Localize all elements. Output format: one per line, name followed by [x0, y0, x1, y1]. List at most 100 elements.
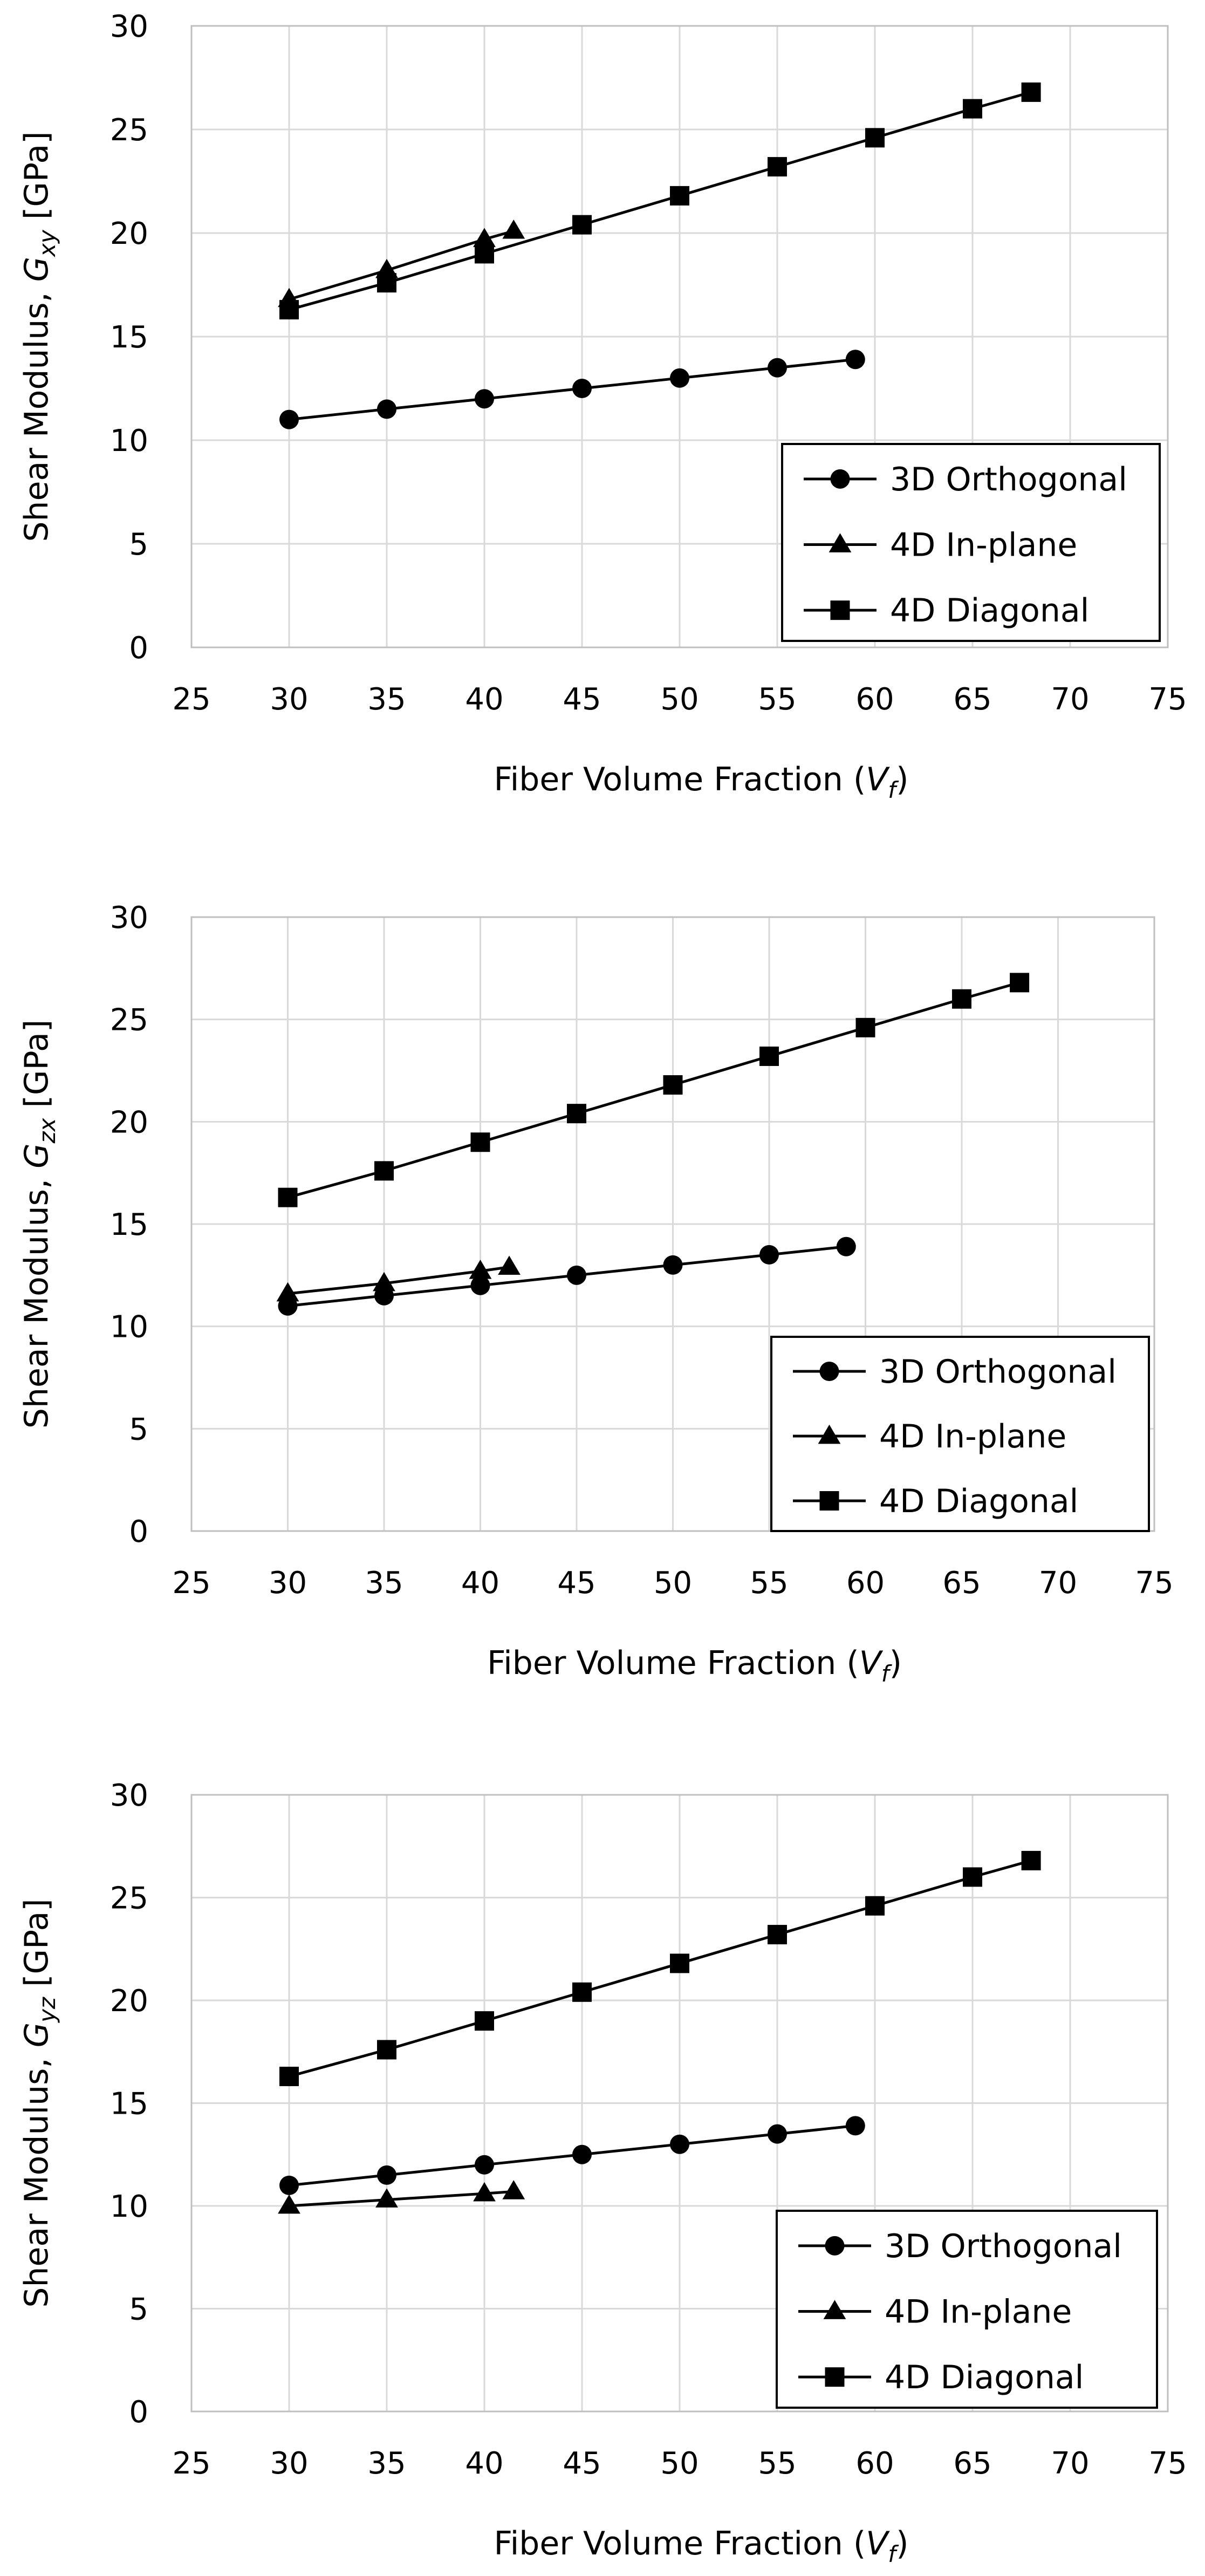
data-point [572, 215, 592, 235]
legend-marker [823, 2300, 846, 2319]
y-tick-label: 20 [110, 1984, 148, 2019]
data-point [475, 2155, 494, 2175]
y-tick-label: 15 [110, 1207, 148, 1242]
x-tick-label: 50 [660, 2446, 699, 2481]
data-point [670, 186, 689, 206]
data-point [473, 228, 496, 247]
x-tick-label: 25 [172, 1566, 210, 1601]
data-point [475, 244, 494, 264]
data-point [502, 219, 525, 239]
x-tick-label: 25 [172, 682, 210, 717]
legend-marker [818, 1424, 841, 1444]
y-tick-label: 30 [110, 1778, 148, 1813]
x-tick-label: 55 [750, 1566, 788, 1601]
data-point [1021, 1850, 1041, 1870]
x-tick-label: 30 [269, 1566, 307, 1601]
data-point [572, 379, 592, 398]
data-point [865, 128, 885, 148]
legend-label: 4D Diagonal [890, 592, 1089, 630]
series-triangle [278, 2180, 525, 2214]
series-line [289, 2190, 514, 2208]
x-tick-label: 70 [1051, 682, 1089, 717]
y-tick-label: 0 [129, 2395, 148, 2430]
data-point [572, 2144, 592, 2164]
legend-marker [825, 2367, 845, 2387]
legend-marker [829, 533, 852, 552]
x-tick-label: 60 [855, 2446, 894, 2481]
data-point [276, 1282, 299, 1302]
legend-marker [819, 1491, 839, 1511]
x-tick-label: 40 [461, 1566, 499, 1601]
legend: 3D Orthogonal 4D In-plane 4D Diagonal [776, 2210, 1158, 2409]
data-point [845, 350, 865, 370]
data-point [670, 2134, 689, 2154]
y-axis-title: Shear Modulus, Gzx [GPa] [18, 1020, 60, 1429]
legend-label: 4D In-plane [879, 1418, 1066, 1456]
legend-label: 3D Orthogonal [885, 2227, 1122, 2265]
x-tick-label: 40 [465, 2446, 503, 2481]
data-point [502, 2180, 525, 2199]
x-tick-label: 35 [367, 2446, 406, 2481]
y-tick-label: 25 [110, 1003, 148, 1038]
x-tick-label: 65 [953, 2446, 991, 2481]
x-axis-title: Fiber Volume Fraction (Vf) [494, 2525, 908, 2567]
data-point [670, 1953, 689, 1973]
series-triangle [276, 1255, 521, 1302]
legend-marker [825, 2236, 845, 2256]
data-point [759, 1245, 779, 1265]
x-axis-title: Fiber Volume Fraction (Vf) [494, 761, 908, 803]
legend-label: 4D In-plane [890, 527, 1077, 564]
x-tick-label: 45 [563, 682, 601, 717]
x-tick-label: 40 [465, 682, 503, 717]
series-circle [279, 350, 865, 429]
x-tick-label: 65 [953, 682, 991, 717]
data-point [768, 1925, 787, 1945]
data-point [663, 1255, 683, 1275]
chart-panel-1: 25 30 35 40 45 50 55 60 65 70 75 0 5 10 15 20 25 30 Fiber … [18, 9, 1187, 803]
data-point [952, 989, 971, 1009]
x-tick-label: 45 [563, 2446, 601, 2481]
plot-area-border [190, 25, 1169, 648]
data-point [377, 399, 396, 419]
data-point [567, 1104, 586, 1124]
series-square [279, 82, 1041, 320]
x-tick-label: 50 [654, 1566, 692, 1601]
x-tick-label: 55 [758, 682, 796, 717]
legend-marker [830, 469, 850, 489]
legend-label: 3D Orthogonal [890, 461, 1127, 498]
series-circle [279, 2116, 865, 2195]
data-point [470, 1132, 490, 1152]
y-tick-label: 5 [129, 2292, 148, 2327]
data-point [475, 389, 494, 409]
data-point [663, 1075, 683, 1095]
series-square [279, 1850, 1041, 2086]
series-line [289, 229, 514, 301]
x-tick-label: 75 [1148, 682, 1187, 717]
data-point [572, 1982, 592, 2002]
legend-label: 4D Diagonal [879, 1482, 1078, 1520]
y-axis-title: Shear Modulus, Gyz [GPa] [18, 1898, 60, 2307]
x-tick-label: 35 [367, 682, 406, 717]
x-tick-label: 70 [1051, 2446, 1089, 2481]
x-tick-label: 25 [172, 2446, 210, 2481]
data-point [374, 1161, 394, 1181]
x-tick-label: 30 [270, 2446, 308, 2481]
y-tick-label: 0 [129, 1514, 148, 1549]
data-point [469, 1260, 492, 1279]
x-axis-title: Fiber Volume Fraction (Vf) [487, 1644, 902, 1687]
y-tick-label: 20 [110, 216, 148, 251]
x-tick-label: 70 [1039, 1566, 1077, 1601]
data-point [567, 1265, 586, 1285]
data-point [963, 99, 982, 119]
series-square [278, 973, 1030, 1207]
series-line [289, 91, 1032, 311]
y-tick-label: 10 [110, 1310, 148, 1345]
data-point [470, 1275, 490, 1295]
x-tick-label: 45 [557, 1566, 595, 1601]
y-tick-label: 30 [110, 900, 148, 935]
x-tick-label: 75 [1135, 1566, 1173, 1601]
data-point [377, 273, 396, 293]
x-tick-label: 75 [1148, 2446, 1187, 2481]
